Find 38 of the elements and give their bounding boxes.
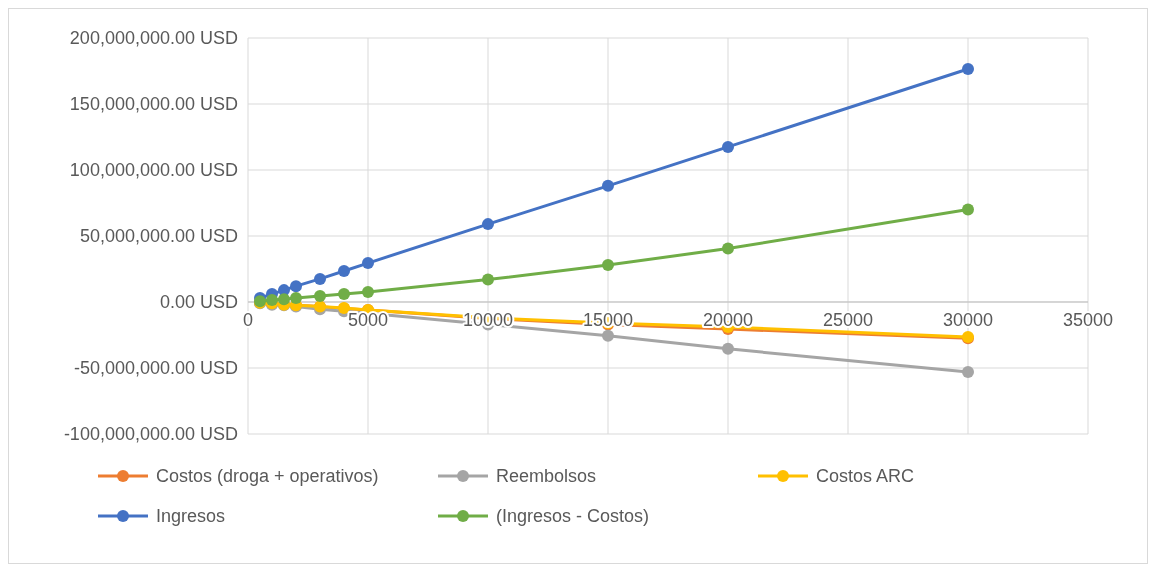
point [962,365,974,378]
point [290,292,302,305]
x-tick-label: 5000 [347,310,389,330]
legend-label: (Ingresos - Costos) [496,506,650,527]
point [482,273,494,286]
point [722,140,734,153]
point [602,329,614,342]
y-tick-label: 200,000,000.00 USD [69,28,238,49]
y-tick-label: 100,000,000.00 USD [69,160,238,181]
point [482,218,494,231]
point [290,280,302,293]
y-tick-label: 0.00 USD [159,292,238,313]
legend-label: Costos ARC [816,466,915,487]
point [962,63,974,76]
point [602,259,614,272]
x-tick-label: 35000 [1062,310,1114,330]
point [278,293,290,306]
point [722,342,734,355]
point [362,257,374,270]
legend-label: Ingresos [156,506,226,527]
point [602,179,614,192]
point [338,264,350,277]
point [338,288,350,301]
x-tick-label: 20000 [702,310,754,330]
y-tick-label: -100,000,000.00 USD [63,424,238,445]
x-tick-label: 0 [242,310,254,330]
y-tick-label: 150,000,000.00 USD [69,94,238,115]
point [362,286,374,299]
y-tick-label: 50,000,000.00 USD [79,226,238,247]
point [314,290,326,303]
point [314,272,326,285]
point [722,242,734,255]
y-tick-label: -50,000,000.00 USD [73,358,238,379]
x-tick-label: 25000 [822,310,874,330]
legend-label: Reembolsos [496,466,597,487]
legend-label: Costos (droga + operativos) [156,466,379,487]
point [962,203,974,216]
x-tick-label: 30000 [942,310,994,330]
